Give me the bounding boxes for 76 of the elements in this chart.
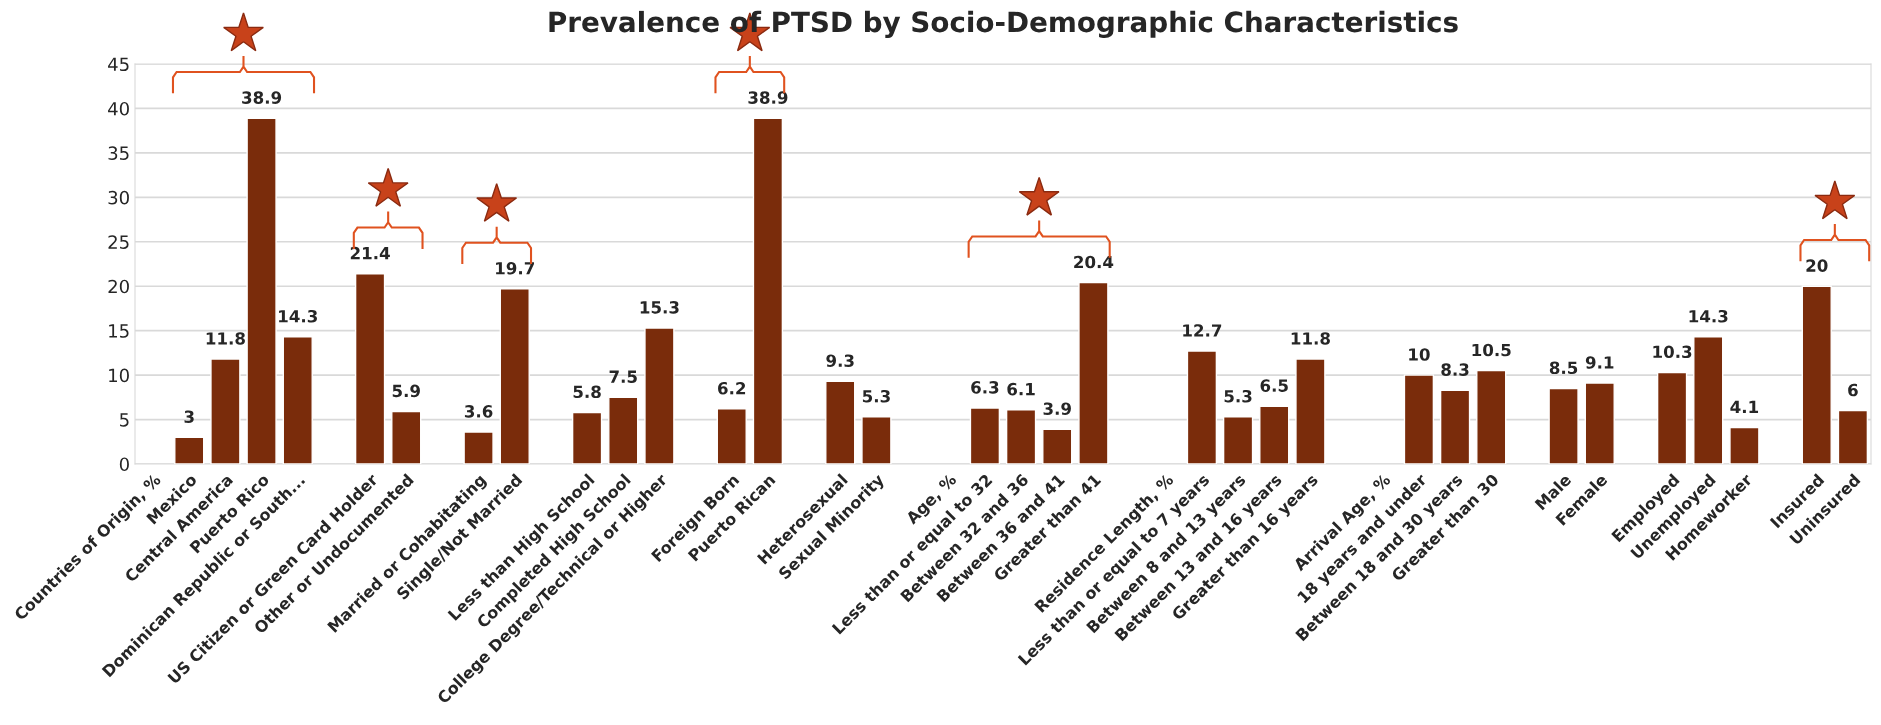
bar xyxy=(1837,409,1869,464)
data-label: 11.8 xyxy=(1291,332,1330,345)
bar xyxy=(1476,369,1507,464)
bar xyxy=(1222,416,1254,464)
data-label: 6 xyxy=(1848,383,1858,397)
data-label: 5.8 xyxy=(573,385,601,399)
bar xyxy=(499,288,530,464)
bar xyxy=(1295,358,1326,464)
y-tick-label: 35 xyxy=(108,146,129,161)
data-label: 5.3 xyxy=(1224,389,1252,403)
data-label: 3.6 xyxy=(464,405,493,418)
bar xyxy=(282,336,313,464)
data-label: 38.9 xyxy=(748,91,788,104)
y-tick-label: 0 xyxy=(119,457,129,472)
bar xyxy=(1729,426,1760,464)
y-tick-label: 5 xyxy=(120,413,129,427)
y-tick-label: 10 xyxy=(109,368,129,383)
bar xyxy=(1005,409,1037,464)
y-tick-label: 25 xyxy=(108,235,129,249)
data-label: 5.3 xyxy=(862,389,890,403)
data-label: 7.5 xyxy=(609,370,637,383)
bar xyxy=(1584,382,1615,464)
bar xyxy=(644,327,675,464)
y-tick-label: 45 xyxy=(108,57,129,72)
bar xyxy=(463,431,494,464)
y-tick-label: 15 xyxy=(109,324,129,338)
data-label: 6.5 xyxy=(1260,379,1288,392)
bar xyxy=(716,408,747,464)
data-label: 14.3 xyxy=(1689,309,1728,323)
data-label: 12.7 xyxy=(1183,324,1222,337)
data-label: 8.5 xyxy=(1549,361,1578,375)
data-label: 10.5 xyxy=(1472,343,1511,357)
y-tick-label: 20 xyxy=(108,279,129,294)
data-label: 14.3 xyxy=(279,309,317,323)
bar xyxy=(246,117,277,464)
data-label: 3 xyxy=(184,410,194,423)
data-label: 5.9 xyxy=(392,384,420,398)
bar xyxy=(1801,285,1832,464)
bar xyxy=(571,411,603,464)
bar xyxy=(861,416,892,464)
data-label: 20 xyxy=(1806,259,1828,272)
bar xyxy=(608,396,639,464)
bar xyxy=(174,436,205,464)
data-label: 19.7 xyxy=(496,261,534,275)
y-tick-label: 30 xyxy=(108,190,129,205)
data-label: 20.4 xyxy=(1074,255,1114,269)
bar xyxy=(825,380,856,464)
bar xyxy=(210,358,241,464)
data-label: 6.1 xyxy=(1007,382,1035,396)
bar xyxy=(1042,428,1073,464)
data-label: 10 xyxy=(1409,348,1430,361)
y-tick-label: 40 xyxy=(108,101,129,116)
data-label: 15.3 xyxy=(640,301,679,314)
bar xyxy=(1693,336,1724,464)
bar xyxy=(1656,371,1688,464)
data-label: 9.3 xyxy=(826,354,854,367)
data-label: 6.3 xyxy=(971,381,999,394)
bar xyxy=(354,273,386,464)
data-label: 9.1 xyxy=(1585,356,1614,369)
data-label: 38.9 xyxy=(242,91,282,104)
bar xyxy=(1078,281,1109,464)
data-label: 3.9 xyxy=(1043,402,1071,415)
data-label: 10.3 xyxy=(1653,345,1692,359)
bar xyxy=(752,117,784,464)
bar xyxy=(1259,405,1290,464)
data-label: 4.1 xyxy=(1730,400,1759,413)
data-label: 11.8 xyxy=(206,332,245,345)
bar xyxy=(1548,387,1579,464)
bar xyxy=(1186,350,1218,464)
data-label: 21.4 xyxy=(350,246,390,260)
data-label: 6.2 xyxy=(718,381,746,395)
bar xyxy=(1439,389,1471,464)
data-label: 8.3 xyxy=(1441,363,1469,376)
bar xyxy=(1403,374,1435,464)
bar xyxy=(391,410,422,464)
bar xyxy=(969,407,1001,464)
